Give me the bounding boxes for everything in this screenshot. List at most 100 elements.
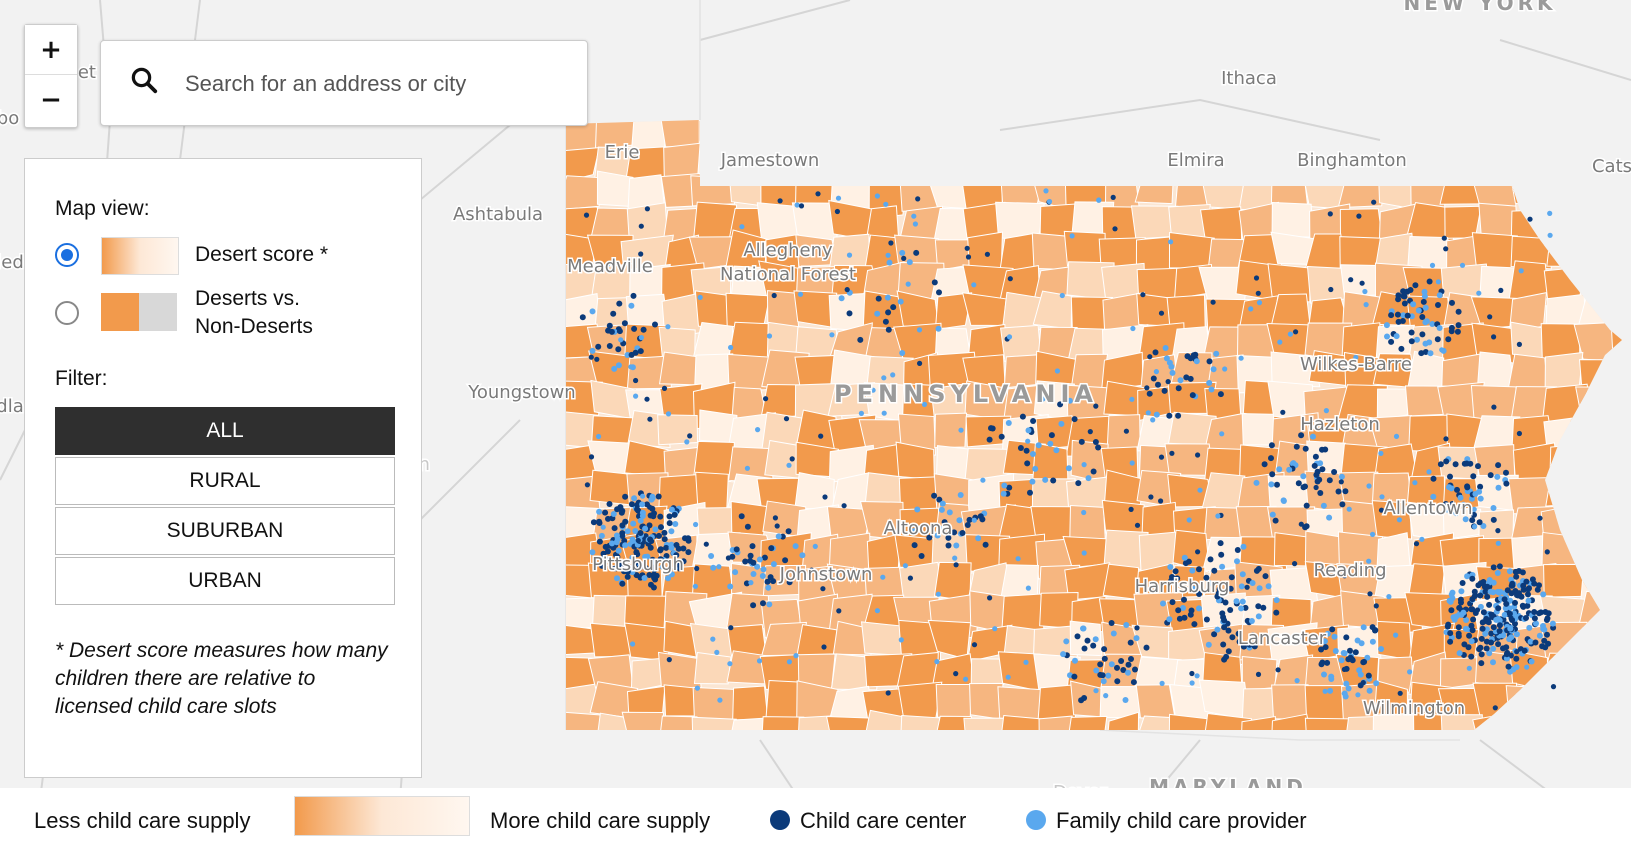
provider-dot[interactable]: [956, 517, 963, 524]
provider-dot[interactable]: [1471, 588, 1478, 595]
census-tract[interactable]: [1544, 172, 1590, 208]
provider-dot[interactable]: [596, 508, 603, 515]
provider-dot[interactable]: [631, 495, 638, 502]
provider-dot[interactable]: [1239, 598, 1246, 605]
provider-dot[interactable]: [857, 336, 864, 343]
provider-dot[interactable]: [913, 249, 920, 256]
census-tract[interactable]: [1579, 685, 1624, 724]
provider-dot[interactable]: [732, 569, 739, 576]
provider-dot[interactable]: [1388, 312, 1395, 319]
provider-dot[interactable]: [1469, 517, 1476, 524]
provider-dot[interactable]: [738, 513, 745, 520]
provider-dot[interactable]: [959, 530, 966, 536]
provider-dot[interactable]: [717, 697, 723, 703]
provider-dot[interactable]: [1220, 590, 1227, 597]
provider-dot[interactable]: [1210, 366, 1217, 373]
provider-dot[interactable]: [1495, 484, 1502, 491]
provider-dot[interactable]: [1496, 622, 1503, 629]
provider-dot[interactable]: [1490, 564, 1497, 571]
provider-dot[interactable]: [1474, 607, 1481, 613]
provider-dot[interactable]: [911, 213, 917, 219]
census-tract[interactable]: [1134, 170, 1174, 205]
provider-dot[interactable]: [1222, 366, 1228, 372]
provider-dot[interactable]: [1513, 655, 1520, 662]
provider-dot[interactable]: [1490, 505, 1497, 511]
provider-dot[interactable]: [998, 433, 1005, 440]
provider-dot[interactable]: [1356, 667, 1363, 674]
provider-dot[interactable]: [829, 332, 835, 338]
provider-dot[interactable]: [1238, 355, 1244, 361]
provider-dot[interactable]: [1228, 574, 1235, 581]
provider-dot[interactable]: [1443, 246, 1449, 252]
provider-dot[interactable]: [1470, 616, 1477, 623]
provider-dot[interactable]: [1318, 661, 1325, 668]
provider-dot[interactable]: [1356, 213, 1362, 219]
provider-dot[interactable]: [1057, 401, 1064, 408]
provider-dot[interactable]: [1286, 466, 1293, 473]
census-tract[interactable]: [1270, 713, 1314, 753]
provider-dot[interactable]: [1503, 644, 1510, 651]
provider-dot[interactable]: [619, 522, 626, 529]
provider-dot[interactable]: [605, 515, 611, 522]
provider-dot[interactable]: [1249, 580, 1256, 586]
provider-dot[interactable]: [1434, 336, 1441, 343]
provider-dot[interactable]: [624, 528, 631, 535]
provider-dot[interactable]: [1353, 354, 1359, 361]
provider-dot[interactable]: [1498, 287, 1504, 293]
provider-dot[interactable]: [1343, 634, 1350, 641]
provider-dot[interactable]: [882, 318, 889, 325]
provider-dot[interactable]: [1253, 275, 1260, 281]
provider-dot[interactable]: [1396, 517, 1402, 523]
provider-dot[interactable]: [1169, 599, 1176, 606]
provider-dot[interactable]: [1332, 358, 1338, 364]
provider-dot[interactable]: [1477, 580, 1484, 587]
provider-dot[interactable]: [1294, 678, 1300, 684]
provider-dot[interactable]: [1025, 585, 1031, 591]
provider-dot[interactable]: [1531, 609, 1538, 615]
provider-dot[interactable]: [750, 571, 757, 577]
provider-dot[interactable]: [651, 571, 657, 578]
provider-dot[interactable]: [1395, 318, 1402, 325]
provider-dot[interactable]: [1326, 514, 1333, 521]
provider-dot[interactable]: [1272, 517, 1279, 524]
provider-dot[interactable]: [945, 542, 952, 549]
provider-dot[interactable]: [1075, 480, 1082, 487]
census-tract[interactable]: [960, 141, 1013, 182]
provider-dot[interactable]: [1069, 233, 1075, 239]
provider-dot[interactable]: [1063, 638, 1070, 645]
provider-dot[interactable]: [1255, 613, 1262, 620]
provider-dot[interactable]: [1100, 678, 1107, 685]
provider-dot[interactable]: [1412, 282, 1419, 289]
provider-dot[interactable]: [1506, 610, 1513, 617]
census-tract[interactable]: [1575, 386, 1614, 422]
provider-dot[interactable]: [622, 542, 629, 549]
provider-dot[interactable]: [598, 532, 605, 539]
provider-dot[interactable]: [1523, 615, 1529, 621]
provider-dot[interactable]: [655, 493, 662, 500]
provider-dot[interactable]: [728, 344, 734, 351]
provider-dot[interactable]: [1449, 299, 1455, 306]
provider-dot[interactable]: [766, 601, 773, 608]
provider-dot[interactable]: [685, 537, 692, 544]
provider-dot[interactable]: [1459, 262, 1466, 268]
provider-dot[interactable]: [1393, 632, 1399, 638]
provider-dot[interactable]: [638, 335, 645, 341]
provider-dot[interactable]: [1189, 392, 1196, 399]
provider-dot[interactable]: [1074, 633, 1081, 640]
provider-dot[interactable]: [1516, 341, 1522, 347]
provider-dot[interactable]: [1471, 511, 1477, 518]
census-tract[interactable]: [1443, 115, 1486, 155]
census-tract[interactable]: [1510, 235, 1552, 270]
provider-dot[interactable]: [1503, 480, 1510, 487]
provider-dot[interactable]: [1426, 469, 1432, 475]
provider-dot[interactable]: [640, 326, 647, 333]
provider-dot[interactable]: [589, 347, 596, 354]
provider-dot[interactable]: [836, 608, 842, 614]
provider-dot[interactable]: [1505, 663, 1512, 670]
provider-dot[interactable]: [1355, 692, 1361, 698]
provider-dot[interactable]: [1208, 386, 1215, 393]
provider-dot[interactable]: [1025, 438, 1031, 444]
provider-dot[interactable]: [946, 509, 953, 516]
provider-dot[interactable]: [885, 309, 892, 316]
provider-dot[interactable]: [1174, 575, 1181, 582]
